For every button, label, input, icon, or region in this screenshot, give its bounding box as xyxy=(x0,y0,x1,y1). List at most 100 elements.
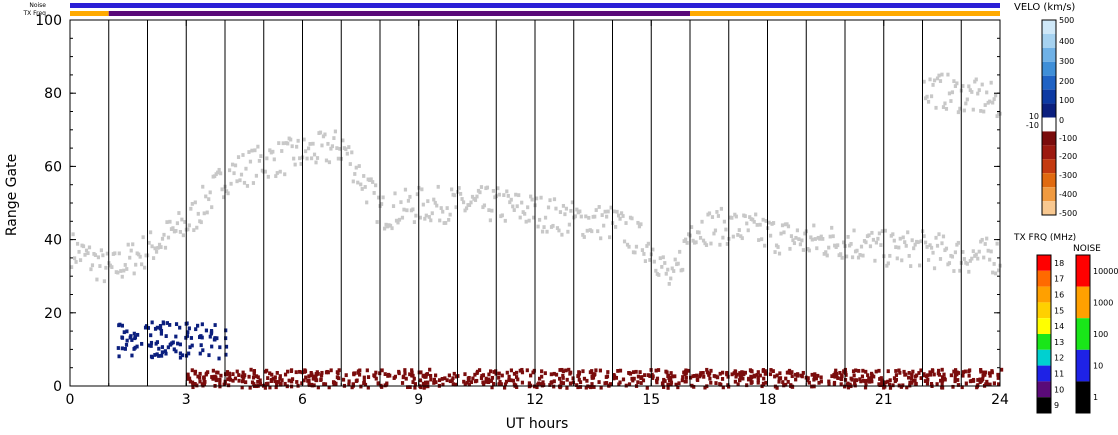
scatter-cell xyxy=(451,376,455,381)
scatter-cell xyxy=(925,381,930,386)
scatter-cell xyxy=(237,373,241,377)
scatter-cell xyxy=(377,195,381,200)
scatter-cell xyxy=(485,185,490,190)
scatter-cell xyxy=(191,385,195,390)
scatter-cell xyxy=(944,106,949,111)
scatter-cell xyxy=(836,376,840,380)
scatter-cell xyxy=(598,368,603,373)
scatter-cell xyxy=(676,385,680,390)
scatter-cell xyxy=(242,180,247,185)
velocity-scale-swatch xyxy=(1042,159,1056,174)
scatter-cell xyxy=(709,380,713,385)
scatter-cell xyxy=(791,238,795,243)
scatter-cell xyxy=(165,321,170,325)
scatter-cell xyxy=(897,383,901,388)
scatter-cell xyxy=(133,335,138,340)
scatter-cell xyxy=(621,214,625,218)
scatter-cell xyxy=(189,206,193,211)
scatter-cell xyxy=(218,345,222,350)
scatter-cell xyxy=(198,375,202,380)
scatter-cell xyxy=(294,370,298,375)
scatter-cell xyxy=(934,235,938,240)
scatter-cell xyxy=(884,380,888,385)
scatter-cell xyxy=(527,218,531,223)
scatter-cell xyxy=(435,203,439,208)
scatter-cell xyxy=(348,162,352,166)
scatter-cell xyxy=(789,383,793,387)
scatter-cell xyxy=(341,138,345,143)
scatter-cell xyxy=(843,384,847,389)
scatter-cell xyxy=(295,380,299,384)
scatter-cell xyxy=(992,381,996,386)
scatter-cell xyxy=(868,244,873,249)
scatter-cell xyxy=(922,79,926,84)
scatter-cell xyxy=(432,197,436,202)
scatter-cell xyxy=(171,340,175,345)
scatter-cell xyxy=(947,91,952,96)
scatter-cell xyxy=(98,264,102,268)
velocity-scale-swatch xyxy=(1042,173,1056,188)
scatter-cell xyxy=(903,372,907,377)
scatter-cell xyxy=(764,219,768,223)
scatter-cell xyxy=(444,221,448,225)
scatter-cell xyxy=(591,375,596,380)
scatter-cell xyxy=(932,266,937,271)
scatter-cell xyxy=(906,230,910,235)
scatter-cell xyxy=(597,380,601,384)
scatter-cell xyxy=(571,376,575,381)
scatter-cell xyxy=(797,237,801,242)
scatter-cell xyxy=(469,380,473,385)
scatter-cell xyxy=(224,344,229,349)
scatter-cell xyxy=(985,236,989,241)
scatter-cell xyxy=(730,215,734,220)
scatter-cell xyxy=(351,382,355,387)
scatter-cell xyxy=(606,370,610,374)
scatter-cell xyxy=(120,346,124,351)
scatter-cell xyxy=(738,378,742,383)
scatter-cell xyxy=(932,78,937,83)
scatter-cell xyxy=(263,385,267,390)
scatter-cell xyxy=(569,208,573,213)
scatter-cell xyxy=(482,203,487,208)
scatter-cell xyxy=(652,259,656,264)
scatter-cell xyxy=(819,379,823,384)
x-tick-label: 15 xyxy=(642,392,660,408)
scatter-cell xyxy=(412,376,416,381)
scatter-cell xyxy=(903,240,907,245)
scatter-cell xyxy=(749,377,753,382)
scatter-cell xyxy=(715,210,719,214)
scatter-cell xyxy=(196,323,200,328)
scatter-cell xyxy=(518,215,522,220)
scatter-cell xyxy=(622,239,627,244)
scatter-cell xyxy=(970,256,974,261)
scatter-cell xyxy=(403,187,408,192)
scatter-cell xyxy=(520,200,524,205)
scatter-cell xyxy=(769,368,773,372)
scatter-cell xyxy=(511,204,515,209)
scatter-cell xyxy=(581,232,585,237)
scatter-cell xyxy=(609,205,613,210)
scatter-cell xyxy=(207,197,211,202)
scatter-cell xyxy=(293,162,297,167)
scatter-cell xyxy=(618,380,622,385)
scatter-cell xyxy=(363,185,367,189)
scatter-cell xyxy=(983,242,987,246)
scatter-cell xyxy=(631,370,636,375)
scatter-cell xyxy=(632,376,636,381)
scatter-cell xyxy=(614,375,619,380)
scatter-cell xyxy=(582,376,587,381)
scatter-cell xyxy=(227,168,232,173)
scatter-cell xyxy=(840,255,844,260)
scatter-cell xyxy=(971,249,975,254)
scatter-cell xyxy=(408,372,412,377)
velocity-scale-label: -300 xyxy=(1059,171,1077,180)
scatter-cell xyxy=(594,368,598,373)
scatter-cell xyxy=(589,384,593,389)
scatter-cell xyxy=(634,369,638,374)
scatter-cell xyxy=(469,200,473,205)
scatter-cell xyxy=(274,174,278,179)
scatter-cell xyxy=(326,141,330,146)
scatter-cell xyxy=(270,372,274,377)
scatter-cell xyxy=(196,211,200,216)
scatter-cell xyxy=(201,348,205,353)
